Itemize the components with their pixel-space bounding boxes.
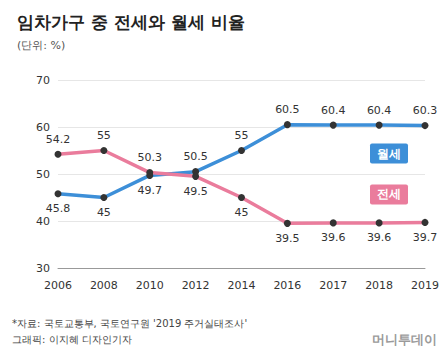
svg-text:2014: 2014 xyxy=(228,279,256,292)
svg-text:39.6: 39.6 xyxy=(367,231,392,244)
svg-text:70: 70 xyxy=(36,74,50,87)
svg-text:그래픽: 이지혜 디자인기자: 그래픽: 이지혜 디자인기자 xyxy=(12,334,132,345)
svg-text:60.4: 60.4 xyxy=(321,104,346,117)
svg-text:49.7: 49.7 xyxy=(138,184,163,197)
svg-text:60.5: 60.5 xyxy=(275,103,300,116)
svg-text:50.5: 50.5 xyxy=(183,150,208,163)
svg-text:2006: 2006 xyxy=(44,279,72,292)
svg-text:임차가구 중 전세와 월세 비율: 임차가구 중 전세와 월세 비율 xyxy=(17,12,245,32)
svg-text:60.3: 60.3 xyxy=(413,104,438,117)
svg-text:39.5: 39.5 xyxy=(275,232,300,245)
svg-text:30: 30 xyxy=(36,262,50,275)
svg-text:39.6: 39.6 xyxy=(321,231,346,244)
svg-text:50: 50 xyxy=(36,168,50,181)
svg-text:55: 55 xyxy=(97,129,111,142)
svg-text:2008: 2008 xyxy=(90,279,118,292)
svg-text:*자료: 국토교통부, 국토연구원 '2019 주거실태조사: *자료: 국토교통부, 국토연구원 '2019 주거실태조사' xyxy=(12,318,247,329)
svg-text:40: 40 xyxy=(36,215,50,228)
svg-text:2018: 2018 xyxy=(365,279,393,292)
svg-text:60.4: 60.4 xyxy=(367,104,392,117)
svg-text:39.7: 39.7 xyxy=(413,231,438,244)
svg-text:55: 55 xyxy=(235,129,249,142)
svg-text:54.2: 54.2 xyxy=(46,133,71,146)
svg-text:월세: 월세 xyxy=(377,147,401,161)
svg-text:2016: 2016 xyxy=(273,279,301,292)
svg-text:전세: 전세 xyxy=(377,187,401,201)
svg-text:2017: 2017 xyxy=(319,279,347,292)
svg-text:45: 45 xyxy=(235,206,249,219)
svg-text:49.5: 49.5 xyxy=(183,185,208,198)
svg-text:2019: 2019 xyxy=(411,279,439,292)
svg-text:45: 45 xyxy=(97,206,111,219)
svg-text:2010: 2010 xyxy=(136,279,164,292)
svg-text:2012: 2012 xyxy=(182,279,210,292)
svg-text:60: 60 xyxy=(36,121,50,134)
svg-text:머니투데이: 머니투데이 xyxy=(372,332,437,347)
svg-text:50.3: 50.3 xyxy=(138,151,163,164)
svg-text:(단위: %): (단위: %) xyxy=(17,39,65,52)
svg-text:45.8: 45.8 xyxy=(46,202,71,215)
